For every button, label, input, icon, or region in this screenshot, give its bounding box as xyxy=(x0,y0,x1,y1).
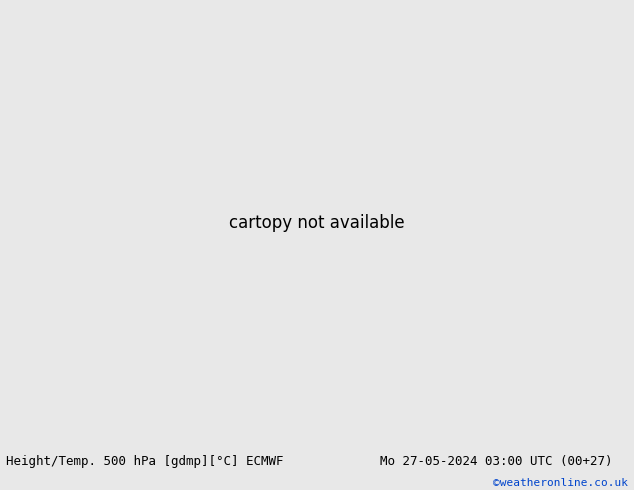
Text: Mo 27-05-2024 03:00 UTC (00+27): Mo 27-05-2024 03:00 UTC (00+27) xyxy=(380,455,613,468)
Text: cartopy not available: cartopy not available xyxy=(229,214,405,232)
Text: ©weatheronline.co.uk: ©weatheronline.co.uk xyxy=(493,478,628,489)
Text: Height/Temp. 500 hPa [gdmp][°C] ECMWF: Height/Temp. 500 hPa [gdmp][°C] ECMWF xyxy=(6,455,284,468)
